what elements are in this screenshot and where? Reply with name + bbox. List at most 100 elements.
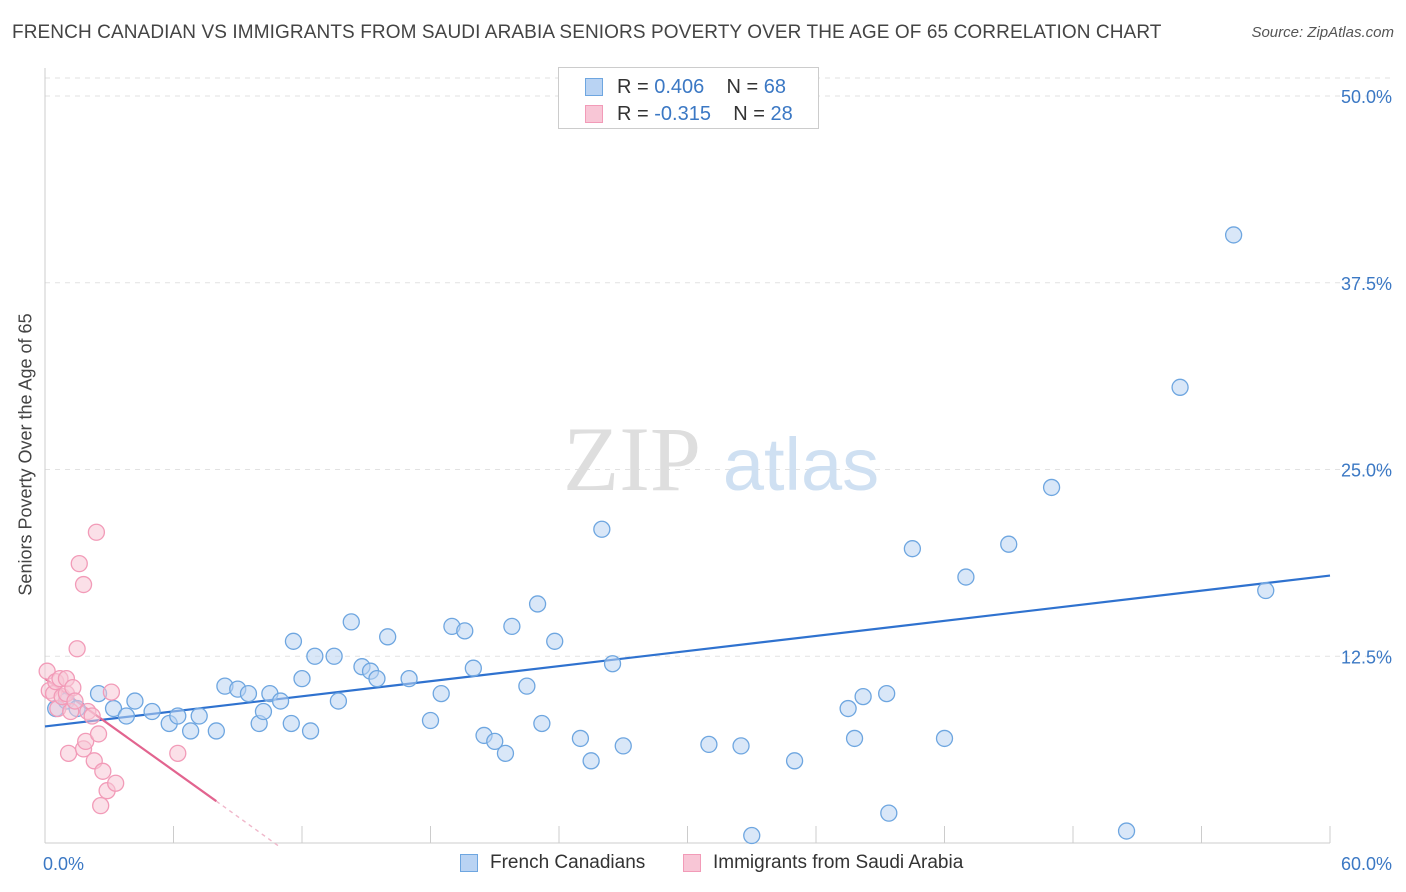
x-tick-label: 0.0% [43,854,84,874]
point-french-canadian [878,684,896,703]
n-value: 28 [770,103,793,125]
r-label: R = [617,76,649,98]
point-french-canadian [421,711,440,730]
point-french-canadian [518,677,536,695]
point-saudi-arabia [107,774,125,792]
point-saudi-arabia [70,554,88,573]
point-french-canadian [1042,478,1061,497]
point-french-canadian [432,684,450,703]
point-french-canadian [104,699,123,718]
legend-label: Immigrants from Saudi Arabia [713,852,964,873]
point-french-canadian [533,714,551,733]
tick-labels: 12.5% 25.0% 37.5% 50.0% 0.0% 60.0% [43,87,1392,874]
point-french-canadian [582,752,600,770]
point-saudi-arabia [102,683,121,701]
point-french-canadian [239,684,258,703]
point-french-canadian [1117,822,1136,840]
source-label: Source: ZipAtlas.com [1251,24,1394,41]
point-french-canadian [603,655,622,673]
point-french-canadian [785,752,804,770]
point-french-canadian [903,540,922,558]
point-french-canadian [528,595,547,613]
watermark-atlas: atlas [723,423,879,506]
point-french-canadian [284,632,303,650]
point-french-canadian [117,707,136,725]
r-value: -0.315 [654,103,711,125]
point-french-canadian [301,722,320,740]
point-saudi-arabia [83,707,101,725]
legend-swatch-pink [683,854,701,872]
point-french-canadian [379,628,397,646]
point-french-canadian [614,737,632,755]
n-label: N = [733,103,765,125]
y-tick-label: 12.5% [1341,647,1392,667]
grid-lines [45,77,1392,657]
point-french-canadian [593,520,611,538]
point-french-canadian [325,647,343,665]
point-french-canadian [571,729,590,748]
y-tick-label: 37.5% [1341,274,1392,294]
point-french-canadian [1224,226,1243,244]
trend-line-extension-saudi-arabia [215,800,281,849]
point-french-canadian [306,647,324,665]
point-french-canadian [456,622,474,640]
point-french-canadian [1257,581,1275,600]
point-french-canadian [839,699,857,718]
legend-swatch-pink [585,105,603,123]
point-saudi-arabia [87,523,106,541]
point-french-canadian [700,735,718,754]
watermark-zip: ZIP [563,408,701,510]
point-french-canadian [271,692,290,710]
point-french-canadian [254,702,273,721]
trend-line-french-canadian [44,574,1331,728]
point-french-canadian [957,568,975,586]
point-saudi-arabia [169,744,187,763]
point-french-canadian [1171,378,1189,396]
point-saudi-arabia [66,692,84,710]
point-french-canadian [732,737,750,755]
point-french-canadian [342,613,360,631]
point-saudi-arabia [59,744,78,763]
point-french-canadian [935,729,954,748]
point-french-canadian [503,617,521,636]
point-french-canadian [743,826,761,845]
point-french-canadian [1000,535,1018,553]
legend-label: French Canadians [490,852,646,873]
point-saudi-arabia [89,725,108,743]
point-french-canadian [496,744,515,763]
point-french-canadian [181,722,200,740]
r-label: R = [617,103,649,125]
point-saudi-arabia [68,640,86,658]
point-french-canadian [880,804,898,822]
point-french-canadian [464,659,482,677]
y-tick-label: 25.0% [1341,461,1392,481]
n-label: N = [726,76,759,98]
point-french-canadian [400,670,418,688]
point-french-canadian [368,670,386,688]
point-french-canadian [854,687,872,706]
point-french-canadian [190,707,208,725]
legend-swatch-blue [460,854,478,872]
point-saudi-arabia [94,762,112,780]
r-value: 0.406 [654,76,705,98]
x-tick-label: 60.0% [1341,854,1392,874]
data-points [38,226,1275,845]
trend-lines [44,574,1331,849]
point-french-canadian [329,692,348,710]
legend-swatch-blue [585,78,603,96]
point-french-canadian [546,632,564,650]
point-french-canadian [207,722,225,740]
point-saudi-arabia [92,797,110,815]
y-tick-label: 50.0% [1341,87,1392,107]
n-value: 68 [763,76,787,98]
point-french-canadian [845,729,864,748]
point-french-canadian [486,732,504,751]
point-french-canadian [282,714,300,733]
point-french-canadian [143,702,161,721]
chart-title: FRENCH CANADIAN VS IMMIGRANTS FROM SAUDI… [12,22,1162,43]
point-saudi-arabia [74,575,93,594]
point-french-canadian [169,707,187,725]
axes [44,68,1331,844]
watermark: ZIP atlas [563,408,879,510]
